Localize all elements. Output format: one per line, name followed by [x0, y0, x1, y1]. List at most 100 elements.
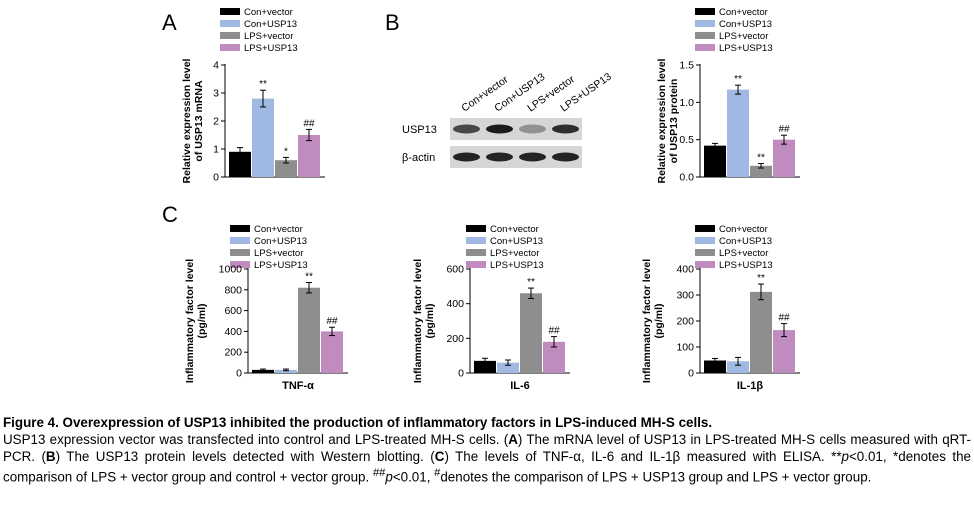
figure-caption: Figure 4. Overexpression of USP13 inhibi…: [3, 414, 971, 485]
legend-label: LPS+USP13: [719, 43, 773, 54]
bar-con-usp13: [727, 89, 749, 177]
y-tick-label: 1: [213, 144, 219, 156]
y-tick-label: 0: [213, 172, 219, 184]
caption-text: ) The levels of TNF-α, IL-6 and IL-1β me…: [444, 449, 842, 464]
y-tick-label: 0.5: [679, 134, 694, 146]
legend-swatch: [466, 261, 486, 268]
blot-row-label: β-actin: [402, 152, 435, 164]
bar-lps-usp13: [298, 135, 320, 177]
panel-label-c: C: [162, 202, 178, 227]
legend-swatch: [230, 249, 250, 256]
caption-key-a: A: [508, 432, 518, 447]
significance-marker: ##: [548, 326, 560, 337]
y-axis-label: (pg/ml): [196, 304, 208, 339]
significance-marker: **: [305, 272, 313, 283]
significance-marker: ##: [326, 316, 338, 327]
caption-hash-superscript: #: [434, 467, 441, 479]
bar-con-vector: [252, 369, 274, 373]
legend-swatch: [220, 20, 240, 27]
bar-lps-usp13: [543, 341, 565, 373]
y-axis-label: Inflammatory factor level: [184, 259, 196, 383]
legend-swatch: [230, 225, 250, 232]
legend-label: Con+USP13: [254, 236, 307, 247]
caption-p-value: p: [841, 449, 849, 464]
y-tick-label: 600: [446, 264, 464, 276]
y-tick-label: 1.0: [679, 97, 694, 109]
bar-con-vector: [704, 360, 726, 373]
bar-lps-usp13: [773, 330, 795, 373]
significance-marker: **: [734, 74, 742, 85]
y-axis-label: (pg/ml): [424, 304, 436, 339]
legend-swatch: [695, 32, 715, 39]
western-blot: Con+vectorCon+USP13LPS+vectorLPS+USP13US…: [402, 71, 614, 168]
bar-lps-vector: [750, 291, 772, 373]
legend-label: Con+USP13: [719, 19, 772, 30]
y-axis-label: Relative expression level: [656, 58, 668, 183]
significance-marker: ##: [778, 313, 790, 324]
significance-marker: *: [284, 146, 288, 157]
legend-label: Con+USP13: [719, 236, 772, 247]
caption-text: ) The mRNA level of USP13 in LPS-treated…: [3, 432, 971, 464]
legend-swatch: [695, 8, 715, 15]
legend-swatch: [220, 8, 240, 15]
bar-lps-vector: [520, 293, 542, 373]
y-tick-label: 200: [224, 347, 242, 359]
x-axis-label: TNF-α: [282, 380, 314, 392]
bar-con-usp13: [497, 362, 519, 373]
caption-text: USP13 expression vector was transfected …: [3, 432, 509, 447]
legend-swatch: [220, 32, 240, 39]
x-axis-label: IL-6: [510, 380, 530, 392]
y-tick-label: 400: [224, 326, 242, 338]
y-axis-label: of USP13 protein: [668, 79, 680, 164]
y-axis-label: Inflammatory factor level: [412, 259, 424, 383]
legend-label: LPS+USP13: [254, 260, 308, 271]
legend-label: Con+USP13: [490, 236, 543, 247]
legend-label: LPS+vector: [490, 248, 539, 259]
legend-label: Con+vector: [490, 224, 539, 235]
y-axis-label: of USP13 mRNA: [193, 80, 205, 162]
caption-hash-superscript: ##: [372, 467, 386, 479]
caption-p-value: p: [385, 469, 393, 485]
legend-swatch: [230, 237, 250, 244]
y-tick-label: 0: [458, 368, 464, 380]
caption-text: denotes the comparison of LPS + USP13 gr…: [440, 469, 872, 485]
caption-key-b: B: [45, 449, 56, 464]
significance-marker: **: [757, 153, 765, 164]
legend-label: Con+vector: [244, 7, 293, 18]
legend-swatch: [695, 225, 715, 232]
y-tick-label: 400: [446, 298, 464, 310]
blot-band: [552, 152, 579, 162]
y-tick-label: 1.5: [679, 60, 694, 72]
legend-label: LPS+vector: [244, 31, 293, 42]
bar-lps-usp13: [773, 139, 795, 177]
bar-lps-vector: [298, 287, 320, 373]
legend-swatch: [466, 249, 486, 256]
legend-swatch: [466, 237, 486, 244]
legend-swatch: [695, 249, 715, 256]
bar-con-vector: [704, 145, 726, 177]
legend-swatch: [695, 20, 715, 27]
blot-band: [453, 124, 480, 134]
panel-label-a: A: [162, 10, 177, 35]
legend-label: LPS+vector: [719, 248, 768, 259]
caption-body: USP13 expression vector was transfected …: [3, 431, 971, 485]
caption-title: Figure 4. Overexpression of USP13 inhibi…: [3, 415, 713, 430]
legend-swatch: [466, 225, 486, 232]
bar-con-usp13: [275, 369, 297, 373]
blot-band: [552, 124, 579, 134]
legend-swatch: [220, 44, 240, 51]
bar-lps-vector: [275, 160, 297, 177]
legend-label: LPS+USP13: [244, 43, 298, 54]
legend-label: LPS+USP13: [490, 260, 544, 271]
caption-text: ) The USP13 protein levels detected with…: [55, 449, 435, 464]
y-tick-label: 2: [213, 116, 219, 128]
y-axis-label: Inflammatory factor level: [641, 259, 653, 383]
y-tick-label: 0: [236, 368, 242, 380]
blot-band: [486, 124, 513, 134]
x-axis-label: IL-1β: [737, 380, 764, 392]
